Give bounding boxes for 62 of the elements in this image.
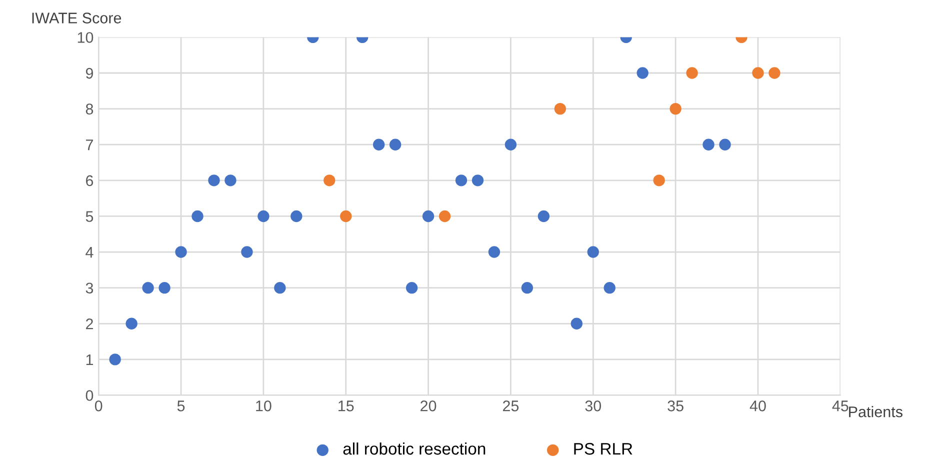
point	[192, 210, 204, 222]
point	[538, 210, 550, 222]
y-tick-label: 2	[86, 318, 93, 330]
point	[719, 138, 731, 150]
point	[554, 102, 566, 115]
y-tick-label: 8	[86, 104, 94, 114]
point	[142, 282, 154, 294]
y-tick-label: 3	[86, 282, 94, 294]
point	[768, 67, 780, 79]
x-tick-label: 45	[832, 400, 848, 412]
point	[504, 138, 517, 150]
y-tick-label: 7	[86, 140, 93, 150]
point	[521, 282, 534, 294]
point	[224, 174, 236, 186]
point	[126, 318, 138, 330]
point	[340, 210, 352, 222]
point	[208, 174, 220, 186]
point	[258, 210, 270, 222]
y-tick-label: 10	[78, 32, 94, 43]
x-tick-label: 0	[94, 400, 102, 412]
x-tick-label: 35	[668, 400, 684, 412]
y-tick-label: 6	[86, 175, 94, 186]
point	[488, 246, 500, 258]
point	[686, 67, 698, 79]
point	[702, 138, 714, 150]
y-axis-title: IWATE Score	[32, 12, 122, 24]
x-tick-label: 40	[750, 400, 766, 412]
legend-label: PS RLR	[574, 442, 632, 455]
point	[406, 282, 418, 294]
point	[653, 174, 665, 186]
point	[438, 210, 451, 222]
legend-label: all robotic resection	[343, 442, 486, 455]
point	[389, 138, 402, 150]
y-tick-label: 1	[86, 354, 93, 365]
y-tick-label: 0	[86, 390, 94, 401]
point	[472, 174, 484, 186]
point	[752, 67, 764, 79]
point	[636, 67, 648, 79]
x-axis-title: Patients	[849, 406, 902, 418]
point	[274, 282, 286, 294]
point	[587, 246, 599, 258]
x-tick-label: 10	[256, 400, 272, 412]
y-tick-label: 5	[86, 211, 94, 222]
x-tick-label: 30	[585, 400, 602, 412]
point	[372, 138, 385, 150]
y-tick-label: 4	[86, 247, 94, 258]
point	[175, 246, 187, 258]
point	[324, 174, 336, 186]
x-tick-label: 15	[338, 400, 354, 412]
point	[570, 318, 582, 330]
point	[604, 282, 616, 294]
point	[455, 174, 468, 186]
x-tick-label: 5	[177, 400, 185, 412]
point	[422, 210, 434, 222]
point	[670, 102, 682, 115]
y-tick-label: 9	[86, 68, 94, 79]
point	[109, 354, 121, 366]
point	[158, 282, 170, 294]
x-tick-label: 20	[420, 400, 436, 412]
point	[241, 246, 253, 258]
x-tick-label: 25	[502, 400, 519, 412]
point	[290, 210, 302, 222]
